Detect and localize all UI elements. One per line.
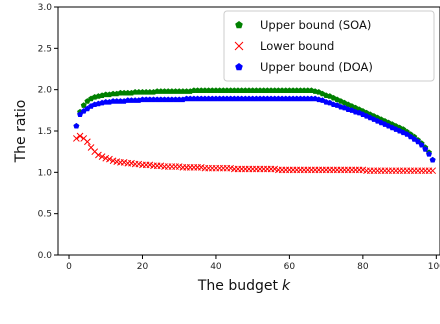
axis-ticks: 0.0 0.5 1.0 1.5 2.0 2.5 3.0 0 20 40 60 80 100 (38, 3, 440, 272)
y-tick-label: 2.0 (38, 86, 53, 96)
y-axis-label: The ratio (13, 100, 29, 164)
legend: Upper bound (SOA) Lower bound Upper bound … (223, 10, 435, 82)
legend-entry: Upper bound (DOA) (260, 60, 373, 74)
data-point (197, 164, 205, 171)
data-point (415, 138, 421, 145)
data-point (120, 159, 128, 166)
legend-marker (235, 21, 243, 29)
data-point (175, 163, 183, 170)
data-point (80, 102, 87, 108)
legend-entry: Lower bound (260, 39, 334, 53)
legend-box (223, 10, 435, 82)
legend-entry: Upper bound (SOA) (260, 18, 371, 32)
data-point (227, 164, 234, 172)
data-point (429, 156, 436, 163)
y-tick-label: 2.5 (38, 44, 52, 54)
y-tick-label: 1.5 (38, 127, 52, 137)
data-point (80, 135, 88, 142)
legend-marker (235, 63, 243, 71)
x-tick-label: 20 (137, 262, 149, 272)
data-point (84, 138, 91, 146)
data-point (426, 151, 432, 157)
x-axis-label-variable: k (282, 278, 291, 294)
y-tick-label: 3.0 (38, 3, 53, 13)
data-point (157, 162, 165, 170)
data-point (359, 166, 367, 174)
data-point (106, 155, 113, 163)
plot-marks (73, 87, 437, 175)
data-point (109, 157, 117, 165)
data-point (128, 159, 135, 167)
legend-marker (234, 41, 244, 51)
data-point (429, 167, 437, 175)
y-tick-label: 0.0 (38, 251, 53, 261)
y-tick-label: 0.5 (38, 210, 52, 220)
x-axis-label-text: The budget (197, 278, 279, 294)
data-point (91, 148, 99, 156)
series-1 (73, 132, 437, 175)
data-point (87, 144, 95, 151)
data-point (146, 161, 154, 169)
x-tick-label: 0 (66, 262, 72, 272)
series-2 (73, 95, 436, 163)
x-tick-label: 100 (428, 262, 440, 272)
data-point (73, 122, 80, 129)
data-point (271, 165, 279, 173)
x-tick-label: 40 (210, 262, 222, 272)
x-tick-label: 80 (357, 262, 369, 272)
data-point (76, 132, 84, 140)
data-point (102, 154, 110, 162)
data-point (422, 146, 429, 152)
data-point (73, 135, 80, 142)
x-axis-label: The budget k (197, 278, 291, 294)
data-point (95, 151, 102, 159)
data-point (77, 111, 83, 117)
y-tick-label: 1.0 (38, 168, 53, 178)
data-point (113, 158, 121, 165)
data-point (98, 153, 106, 160)
data-point (418, 141, 425, 148)
x-tick-label: 60 (284, 262, 296, 272)
data-point (135, 160, 143, 168)
